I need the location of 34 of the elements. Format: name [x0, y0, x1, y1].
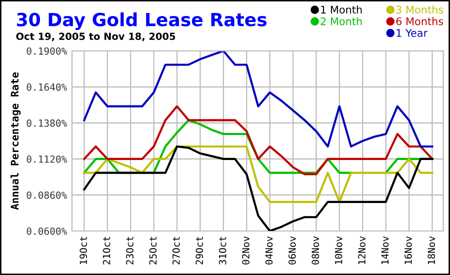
x-tick-label: 10Nov: [334, 236, 342, 264]
chart-subtitle: Oct 19, 2005 to Nov 18, 2005: [16, 32, 176, 42]
x-tick-label: 16Nov: [404, 236, 412, 264]
line-series: [83, 145, 434, 231]
y-tick-label: 0.0600%: [26, 228, 67, 235]
legend-label: 1 Month: [321, 6, 362, 14]
x-tick-label: 29Oct: [196, 236, 204, 264]
legend-label: 6 Months: [396, 17, 444, 26]
x-tick-label: 12Nov: [358, 236, 366, 264]
x-tick-label: 19Oct: [80, 236, 88, 264]
x-tick-label: 31Oct: [218, 236, 226, 264]
x-tick-label: 23Oct: [126, 236, 134, 264]
y-axis-title: Annual Percentage Rate: [10, 72, 21, 210]
y-tick-label: 0.0860%: [26, 191, 67, 199]
line-series: [83, 145, 434, 203]
y-tick-label: 0.1120%: [26, 155, 67, 163]
x-tick-label: 27Oct: [172, 236, 180, 264]
x-tick-label: 25Oct: [149, 236, 157, 264]
y-tick-label: 0.1900%: [26, 47, 67, 55]
legend-label: 1 Year: [396, 29, 428, 37]
x-tick-label: 04Nov: [265, 236, 273, 264]
y-tick-label: 0.1640%: [26, 83, 67, 91]
x-tick-label: 14Nov: [381, 236, 389, 264]
x-tick-label: 02Nov: [242, 236, 250, 264]
x-tick-label: 21Oct: [102, 236, 110, 264]
line-series: [83, 105, 434, 176]
line-series: [83, 50, 434, 148]
x-tick-label: 08Nov: [312, 236, 320, 264]
y-tick-label: 0.1380%: [26, 119, 67, 127]
chart-title: 30 Day Gold Lease Rates: [16, 12, 267, 30]
legend-label: 2 Month: [320, 17, 362, 26]
x-tick-label: 06Nov: [288, 236, 296, 264]
x-tick-label: 18Nov: [428, 236, 436, 264]
legend-label: 3 Months: [396, 6, 444, 14]
